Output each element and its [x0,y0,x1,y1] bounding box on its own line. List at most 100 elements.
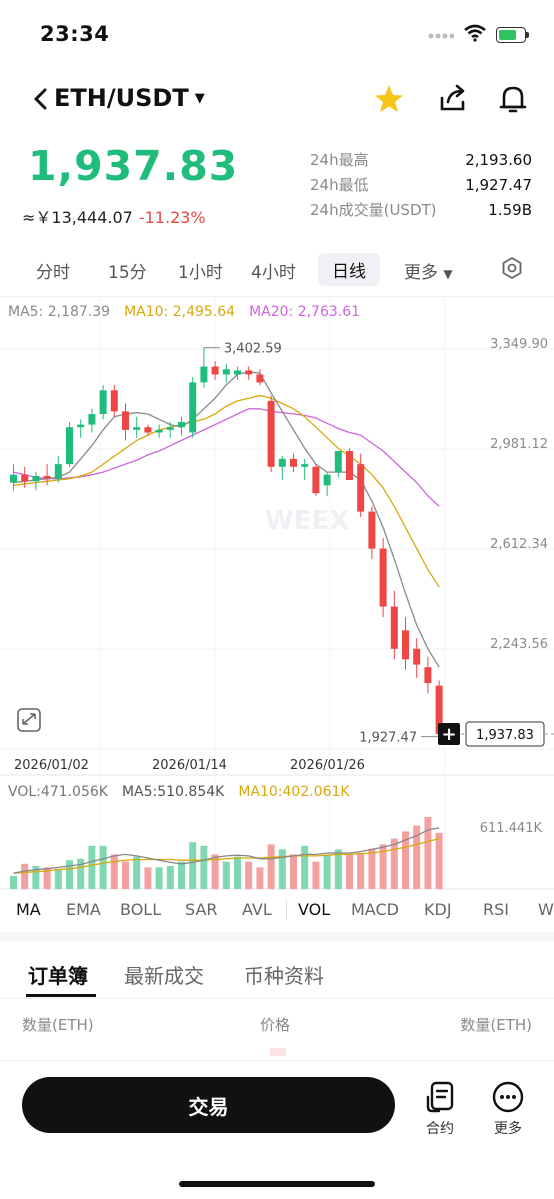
tab-orderbook[interactable]: 订单簿 [28,964,88,988]
more-label: 更多 [404,263,438,283]
bell-icon[interactable] [496,82,530,116]
tab-indicator-kdj[interactable]: KDJ [424,900,452,919]
volume-bar [43,867,51,889]
change-percent: -11.23% [138,208,206,227]
tab-indicator-ema[interactable]: EMA [66,900,101,919]
tab-latest-trades[interactable]: 最新成交 [124,964,204,988]
candlestick-chart[interactable]: WEEX 3,349.90 2,981.12 2,612.34 2,243.56 2026… [0,297,554,897]
stat-value: 2,193.60 [465,151,532,169]
volume-bar [200,845,208,889]
tab-coin-info[interactable]: 币种资料 [244,964,324,988]
gear-icon[interactable] [500,256,524,280]
candle-body [435,685,443,734]
tab-indicator-w[interactable]: W [538,900,554,919]
volume-bar [155,867,163,889]
x-tick-label: 2026/01/02 [14,758,89,773]
contract-icon [410,1080,470,1114]
last-price-tag-box [465,721,545,747]
pair-selector[interactable]: ETH/USDT ▼ [54,84,205,112]
tab-timeframe-1h[interactable]: 1小时 [178,263,223,283]
candle-body [245,370,253,375]
tab-timeframe-15m[interactable]: 15分 [108,263,147,283]
ma20-line [13,408,440,507]
volume-bar [178,861,185,889]
x-tick-label: 2026/01/14 [152,758,227,773]
volume-bar [166,865,174,889]
more-button[interactable]: 更多 [478,1080,538,1138]
watermark-text: WEEX [265,506,349,536]
home-indicator [179,1181,375,1187]
vol-ma5-line [13,827,440,874]
volume-bar [413,825,421,889]
volume-bar [88,845,96,889]
candle-body [189,382,197,433]
chart-area[interactable]: WEEX 3,349.90 2,981.12 2,612.34 2,243.56 2026… [0,296,554,890]
candle-body [32,476,40,482]
candle-body [99,390,107,415]
volume-bar [21,863,29,889]
ma-legend: MA5: 2,187.39 MA10: 2,495.64 MA20: 2,763… [8,304,360,320]
candle-body [390,606,398,649]
status-icons [428,24,529,46]
candle-body [290,458,297,467]
tab-timeframe-line[interactable]: 分时 [36,263,70,283]
back-icon[interactable] [30,84,52,114]
last-price: 1,937.83 [28,142,239,190]
y-tick-label: 3,349.90 [490,337,548,352]
candle-body [133,427,141,430]
tab-indicator-sar[interactable]: SAR [185,900,218,919]
tab-timeframe-1d[interactable]: 日线 [318,253,380,286]
contract-label: 合约 [426,1121,454,1137]
candle-body [312,466,320,494]
tab-indicator-avl[interactable]: AVL [242,900,272,919]
candle-body [301,464,309,467]
orderbook-col-ask-qty: 数量(ETH) [460,1016,532,1034]
candle-body [267,400,275,467]
x-tick-label: 2026/01/26 [290,758,365,773]
volume-bar [99,845,107,889]
volume-bar [379,844,387,889]
section-divider [0,932,554,942]
last-price-tag: 1,937.83 [476,728,534,743]
share-icon[interactable] [436,82,470,116]
tab-indicator-vol[interactable]: VOL [298,900,331,919]
stat-row-low: 24h最低 1,927.47 [310,173,532,198]
candle-body [10,474,17,483]
candle-body [346,450,353,480]
volume-bar [222,861,230,889]
volume-bar [133,856,141,889]
tab-timeframe-more[interactable]: 更多 ▼ [404,258,453,283]
ma10-legend: MA10: 2,495.64 [124,304,236,320]
volume-bar [267,844,275,889]
candle-body [211,366,219,375]
section-tabs: 订单簿 最新成交 币种资料 [0,950,554,1000]
candle-body [368,511,376,549]
volume-bar [334,849,342,889]
y-tick-label: 2,981.12 [490,437,548,452]
tab-indicator-boll[interactable]: BOLL [120,900,162,919]
candle-body [222,369,230,375]
trade-button[interactable]: 交易 [22,1077,395,1133]
contract-button[interactable]: 合约 [410,1080,470,1138]
orderbook-header: 数量(ETH) 价格 数量(ETH) [0,1014,554,1038]
candle-body [413,648,421,665]
ma10-line [13,394,440,588]
volume-bar [211,854,219,889]
candle-body [200,366,208,383]
volume-bar [390,838,398,889]
stat-value: 1,927.47 [465,176,532,194]
volume-bar [323,854,331,889]
volume-bar [122,861,129,889]
candle-body [234,370,241,375]
volume-bar [77,858,85,889]
tab-indicator-macd[interactable]: MACD [351,900,399,919]
ma5-legend: MA5: 2,187.39 [8,304,111,320]
low-label: 1,927.47 [359,731,417,746]
more-dots-icon [478,1080,538,1114]
star-icon[interactable] [372,82,406,116]
candle-body [144,427,152,433]
tab-indicator-ma[interactable]: MA [16,900,41,919]
tab-timeframe-4h[interactable]: 4小时 [251,263,296,283]
cny-price: ≈￥13,444.07 -11.23% [22,204,206,228]
tab-indicator-rsi[interactable]: RSI [483,900,509,919]
